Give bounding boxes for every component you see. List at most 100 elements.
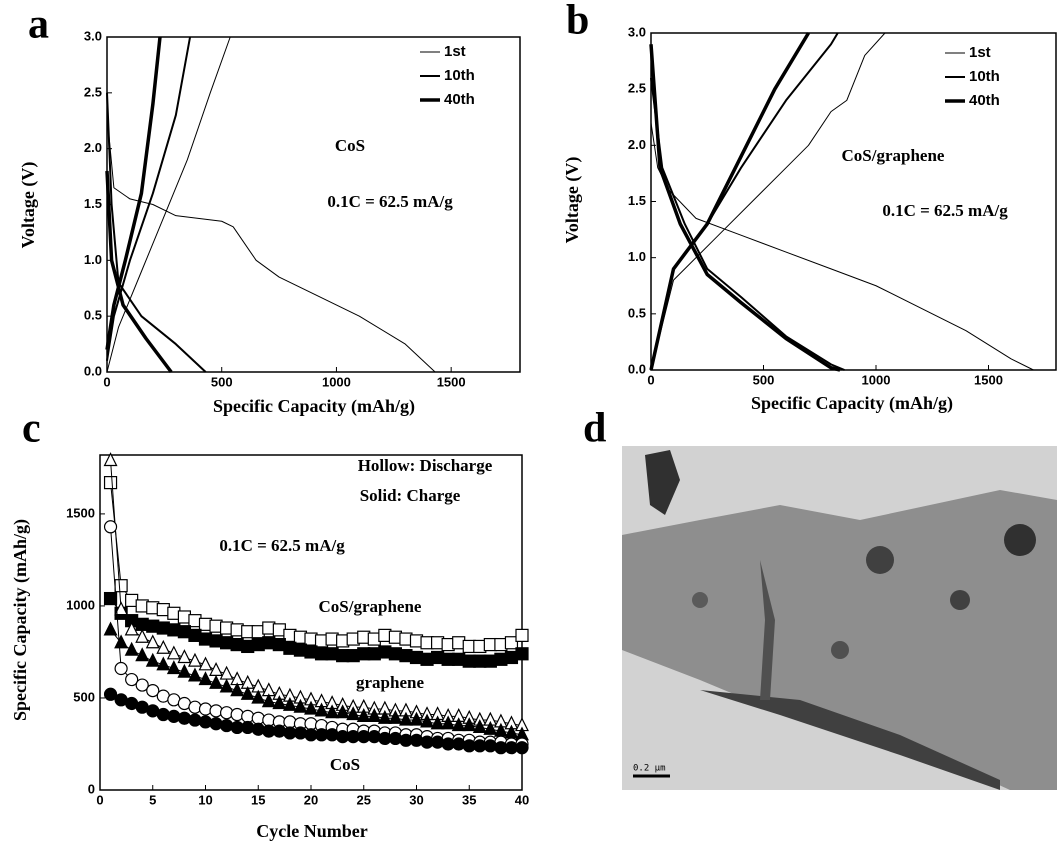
x-tick-label: 0: [103, 374, 110, 389]
marker: [515, 628, 529, 642]
marker: [103, 621, 118, 636]
marker: [114, 579, 128, 593]
marker: [103, 591, 118, 606]
connector: [110, 629, 523, 736]
marker: [220, 706, 234, 720]
marker: [124, 641, 139, 656]
x-tick-label: 25: [357, 792, 371, 807]
chart: c Cycle Number Specific Capacity (mAh/g) 0 5…: [10, 406, 529, 841]
marker: [304, 700, 318, 715]
legend-label: 40th: [444, 91, 475, 108]
panel-letter: d: [583, 406, 606, 452]
marker: [187, 667, 202, 682]
curve: [106, 36, 436, 373]
marker: [230, 707, 244, 722]
y-tick-label: 0.5: [84, 308, 102, 323]
marker: [356, 708, 371, 722]
marker: [156, 639, 171, 654]
x-tick-label: 40: [515, 792, 529, 807]
series-label: CoS/graphene: [319, 597, 422, 616]
marker: [251, 722, 265, 736]
annotation: CoS/graphene: [842, 146, 945, 165]
y-tick-label: 1000: [66, 597, 95, 612]
marker: [398, 711, 413, 726]
sheet: [622, 490, 1057, 790]
marker: [367, 708, 382, 722]
marker: [145, 652, 160, 667]
marker: [114, 601, 129, 616]
marker: [188, 700, 202, 714]
connector: [110, 460, 523, 727]
marker: [409, 711, 424, 726]
y-tick-label: 1500: [66, 505, 95, 520]
marker: [103, 476, 118, 490]
series-label: CoS: [330, 755, 360, 774]
marker: [209, 717, 223, 731]
marker: [135, 678, 149, 692]
marker: [198, 702, 213, 716]
marker: [240, 685, 255, 700]
particle: [645, 450, 680, 515]
marker: [177, 711, 191, 725]
marker: [388, 731, 402, 746]
scale-bar-label: 0.2 µm: [633, 764, 666, 774]
marker: [124, 621, 139, 636]
x-tick-label: 0: [647, 372, 654, 387]
marker: [135, 628, 150, 643]
marker: [166, 660, 181, 675]
x-tick-label: 1000: [862, 372, 891, 387]
y-tick-label: 1.0: [628, 249, 646, 264]
annotation: Hollow: Discharge: [358, 456, 493, 475]
marker: [261, 693, 276, 708]
marker: [135, 647, 150, 662]
marker: [304, 717, 318, 731]
marker: [145, 634, 160, 649]
x-axis-title: Cycle Number: [256, 821, 367, 841]
marker: [283, 715, 297, 729]
y-tick-label: 1.0: [84, 252, 102, 267]
curve: [105, 36, 173, 374]
y-axis-title: Specific Capacity (mAh/g): [10, 519, 31, 721]
marker: [262, 713, 276, 727]
y-axis-title: Voltage (V): [18, 162, 39, 249]
marker: [114, 634, 129, 649]
y-tick-label: 0.0: [84, 363, 102, 378]
marker: [409, 733, 424, 747]
y-tick-label: 2.0: [84, 140, 102, 155]
marker: [188, 713, 202, 727]
x-tick-label: 15: [251, 792, 265, 807]
x-tick-label: 1500: [974, 372, 1003, 387]
chart: a Specific Capacity (mAh/g) Voltage (V) 0 50…: [18, 2, 521, 417]
marker: [282, 696, 297, 711]
panel-letter: b: [566, 0, 589, 44]
marker: [198, 715, 213, 729]
marker: [241, 720, 255, 735]
particle: [692, 592, 708, 608]
marker: [462, 717, 477, 732]
marker: [388, 709, 403, 724]
marker: [251, 689, 266, 704]
x-tick-label: 1000: [322, 374, 351, 389]
marker: [177, 663, 192, 678]
marker: [452, 737, 466, 751]
marker: [431, 735, 445, 749]
marker: [103, 520, 118, 534]
marker: [114, 661, 128, 676]
annotation: 0.1C = 62.5 mA/g: [327, 192, 453, 211]
micrograph: 0.2 µm d: [583, 406, 1057, 790]
particle: [866, 546, 894, 574]
marker: [272, 695, 287, 710]
marker: [293, 698, 308, 713]
marker: [209, 704, 223, 718]
x-tick-label: 1500: [437, 374, 466, 389]
marker: [515, 741, 529, 755]
marker: [103, 687, 118, 701]
marker: [451, 717, 466, 732]
marker: [251, 711, 265, 725]
marker: [103, 452, 118, 467]
series-label: graphene: [356, 673, 424, 692]
annotation: 0.1C = 62.5 mA/g: [882, 201, 1008, 220]
y-tick-label: 2.5: [628, 81, 646, 96]
marker: [209, 674, 224, 689]
